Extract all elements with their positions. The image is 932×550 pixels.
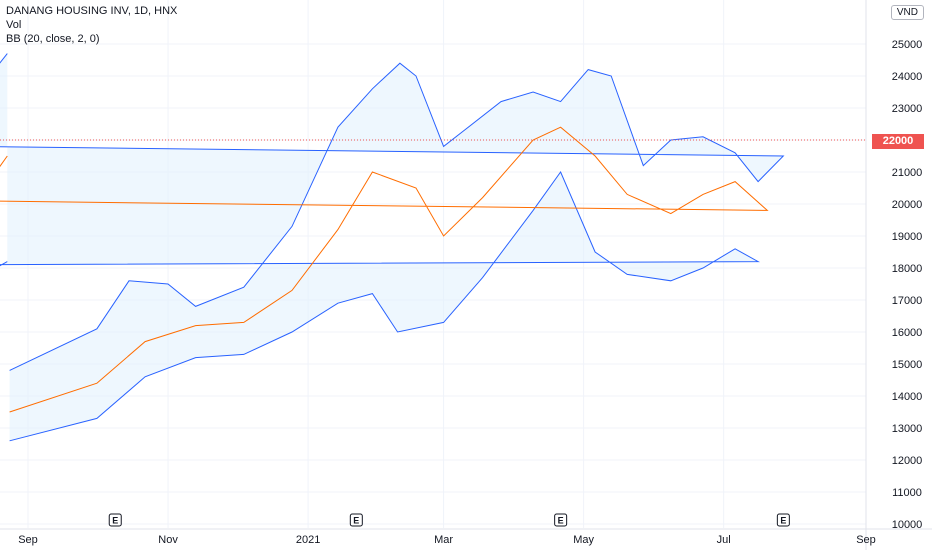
price-tick-label: 20000 [892, 199, 923, 211]
event-marker-label: E [558, 516, 564, 526]
event-marker-label: E [353, 516, 359, 526]
price-axis[interactable]: 10000 11000 12000 13000 14000 15000 16000 17000… [892, 39, 923, 531]
currency-badge[interactable]: VND [890, 5, 924, 20]
event-markers[interactable]: EEEEDS [0, 496, 790, 527]
price-tick-label: 25000 [892, 39, 923, 51]
time-tick-label: Jul [717, 534, 731, 546]
event-marker-e[interactable]: E [108, 513, 122, 527]
time-tick-label: May [573, 534, 594, 546]
bollinger-band-fill [0, 53, 784, 441]
price-tick-label: 15000 [892, 359, 923, 371]
time-tick-label: 2021 [296, 534, 320, 546]
price-tick-label: 23000 [892, 103, 923, 115]
bollinger-basis-line [0, 126, 769, 413]
time-tick-label: Sep [18, 534, 38, 546]
event-marker-e[interactable]: E [349, 513, 363, 527]
time-tick-label: Nov [158, 534, 178, 546]
price-tick-label: 12000 [892, 455, 923, 467]
price-tick-label: 21000 [892, 167, 923, 179]
chart-legend: DANANG HOUSING INV, 1D, HNX Vol BB (20, … [6, 4, 177, 46]
price-tick-label: 14000 [892, 391, 923, 403]
price-tick-label: 19000 [892, 231, 923, 243]
price-tick-label: 18000 [892, 263, 923, 275]
price-tick-label: 13000 [892, 423, 923, 435]
event-marker-e[interactable]: E [554, 513, 568, 527]
price-tick-label: 11000 [892, 487, 922, 499]
symbol-title[interactable]: DANANG HOUSING INV, 1D, HNX [6, 5, 178, 17]
bollinger-indicator-label[interactable]: BB (20, close, 2, 0) [6, 33, 100, 45]
bollinger-upper-line [0, 53, 785, 371]
time-tick-label: Mar [434, 534, 453, 546]
price-tick-label: 16000 [892, 327, 923, 339]
price-tick-label: 17000 [892, 295, 923, 307]
price-tick-label: 24000 [892, 71, 923, 83]
bollinger-lower-line [0, 170, 761, 442]
event-marker-e[interactable]: E [776, 513, 790, 527]
time-axis[interactable]: Sep Nov 2021 Mar May Jul Sep [0, 528, 932, 546]
price-tick-label: 10000 [892, 519, 923, 531]
event-marker-label: E [780, 516, 786, 526]
volume-indicator-label[interactable]: Vol [6, 19, 22, 31]
time-tick-label: Sep [856, 534, 876, 546]
last-price-tag: 22000 [872, 134, 924, 149]
event-marker-label: E [112, 516, 118, 526]
